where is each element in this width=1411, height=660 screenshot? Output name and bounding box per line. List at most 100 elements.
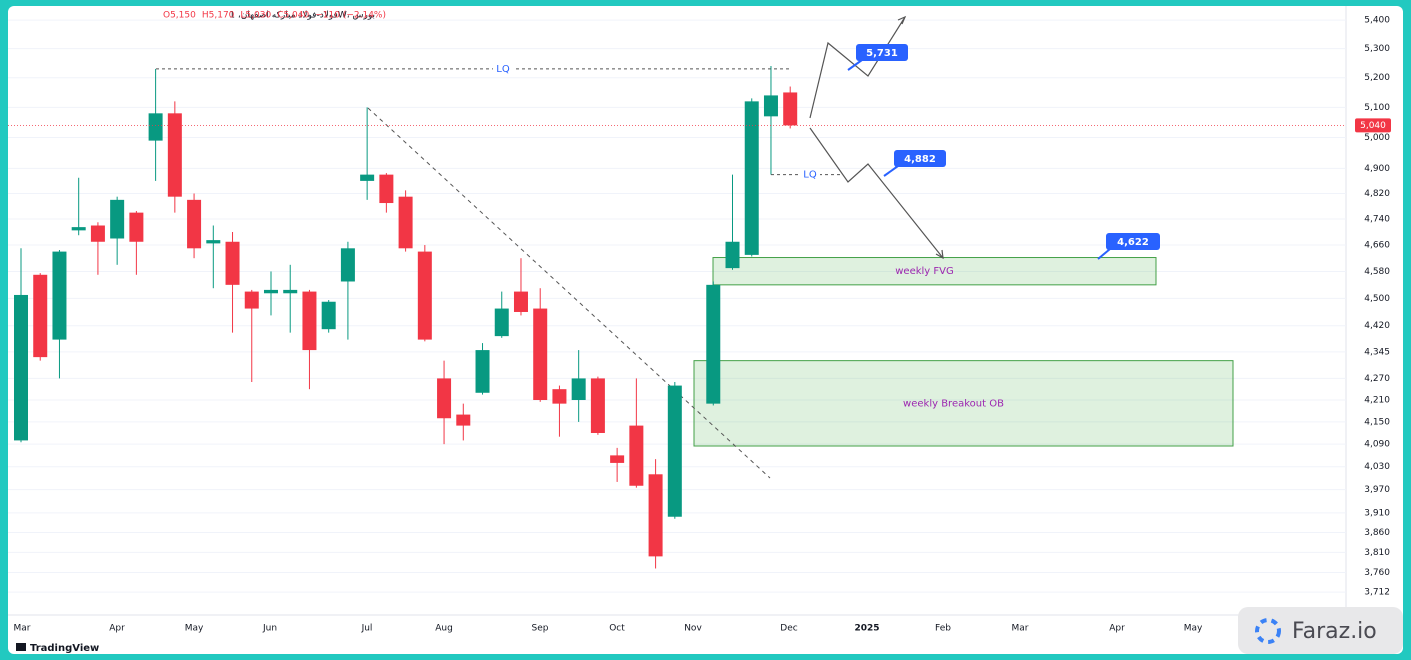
candle-body — [244, 291, 259, 309]
x-tick-label: Apr — [1109, 624, 1125, 634]
callout-box — [1106, 233, 1160, 250]
candle-body — [648, 474, 663, 557]
candle-body — [456, 414, 471, 426]
x-tick-label: Jun — [262, 624, 277, 634]
lq-label: LQ — [803, 170, 817, 181]
zone-label: weekly FVG — [895, 266, 954, 277]
candle-body — [533, 308, 548, 401]
overlay: 5,400 5,300 5,200 5,100 5,000 4,900 4,820 4,740… — [8, 16, 1391, 634]
y-tick-label: 4,820 — [1364, 189, 1390, 199]
candle-body — [379, 174, 394, 204]
x-tick-label: Mar — [14, 624, 31, 634]
x-tick-label: Aug — [435, 624, 453, 634]
last-price-label: 5,040 — [1360, 121, 1386, 131]
y-tick-label: 4,580 — [1364, 267, 1390, 277]
ohlc-value: −110 (−2.14%) — [315, 11, 386, 21]
y-tick-label: 5,100 — [1364, 103, 1390, 113]
candle-body — [763, 95, 778, 117]
x-tick-label: Jul — [361, 624, 373, 634]
lq-label-bg — [800, 168, 820, 181]
candle-body — [706, 284, 721, 404]
candle-body — [417, 251, 432, 340]
callout-box — [856, 44, 908, 61]
zone — [712, 257, 1157, 286]
candle-body — [283, 289, 298, 294]
callout-box — [894, 150, 946, 167]
brand-logo — [16, 643, 26, 651]
watermark-text: Faraz.io — [1292, 619, 1377, 644]
callout-pointer — [847, 59, 863, 71]
candle-body — [340, 248, 355, 282]
candle-body — [71, 227, 86, 231]
candle-body — [494, 308, 509, 337]
callout-pointer — [883, 165, 899, 177]
x-tick-label: Mar — [1012, 624, 1029, 634]
candle-body — [110, 199, 125, 239]
y-tick-label: 4,900 — [1364, 164, 1390, 174]
candle-body — [129, 212, 144, 242]
arrow-head — [897, 15, 907, 25]
candle-body — [206, 240, 221, 244]
lq-label-bg — [493, 62, 513, 75]
candle-body — [475, 350, 490, 393]
ohlc-value: O5,150 — [163, 11, 196, 21]
x-tick-label: Feb — [935, 624, 951, 634]
candle-body — [552, 389, 567, 404]
x-tick-label: May — [185, 624, 204, 634]
candle-body — [610, 455, 625, 463]
candle-body — [629, 425, 644, 486]
brand: TradingView — [30, 643, 99, 654]
candle-body — [263, 289, 278, 294]
y-tick-label: 3,970 — [1364, 485, 1390, 495]
y-tick-label: 3,910 — [1364, 508, 1390, 518]
candle-body — [590, 378, 605, 433]
zones: weekly FVG weekly Breakout OB — [693, 257, 1234, 447]
y-tick-label: 4,270 — [1364, 374, 1390, 384]
y-tick-label: 3,760 — [1364, 568, 1390, 578]
candle-body — [14, 294, 28, 441]
candle-body — [667, 385, 682, 517]
candle-body — [187, 199, 202, 249]
candle-body — [90, 225, 105, 242]
x-tick-label: Apr — [109, 624, 125, 634]
ohlc-value: L5,030 — [240, 11, 271, 21]
y-tick-label: 4,210 — [1364, 396, 1390, 406]
y-tick-label: 5,400 — [1364, 16, 1390, 26]
trendline — [367, 107, 771, 479]
candle-body — [167, 113, 182, 197]
lq-label: LQ — [496, 64, 510, 75]
candle-body — [52, 251, 67, 340]
candle-body — [744, 101, 759, 255]
y-tick-label: 5,200 — [1364, 73, 1390, 83]
y-tick-label: 3,712 — [1364, 588, 1390, 598]
x-tick-label: Oct — [609, 624, 625, 634]
y-tick-label: 4,345 — [1364, 347, 1390, 357]
callout-text: 4,622 — [1117, 237, 1149, 248]
callout-text: 4,882 — [904, 154, 936, 165]
zone-label: weekly Breakout OB — [903, 398, 1004, 409]
candle-body — [783, 92, 798, 126]
y-tick-label: 4,740 — [1364, 215, 1390, 225]
x-tick-label: Nov — [684, 624, 702, 634]
candle-body — [302, 291, 317, 351]
last-price-box — [1355, 118, 1391, 133]
ohlc-value: H5,170 — [202, 11, 235, 21]
y-tick-label: 4,500 — [1364, 294, 1390, 304]
y-tick-label: 3,810 — [1364, 548, 1390, 558]
y-tick-label: 4,150 — [1364, 417, 1390, 427]
candle-body — [571, 378, 586, 401]
candle-body — [321, 301, 336, 330]
y-tick-label: 4,660 — [1364, 241, 1390, 251]
watermark-box — [1238, 607, 1403, 654]
candle-body — [437, 378, 452, 419]
y-tick-label: 4,030 — [1364, 462, 1390, 472]
y-tick-label: 5,000 — [1364, 133, 1390, 143]
arrow-head — [935, 249, 944, 260]
watermark-logo — [1255, 618, 1281, 644]
candle-body — [148, 113, 163, 141]
y-tick-label: 4,420 — [1364, 321, 1390, 331]
candle-body — [225, 241, 240, 285]
x-tick-label: Sep — [532, 624, 549, 634]
